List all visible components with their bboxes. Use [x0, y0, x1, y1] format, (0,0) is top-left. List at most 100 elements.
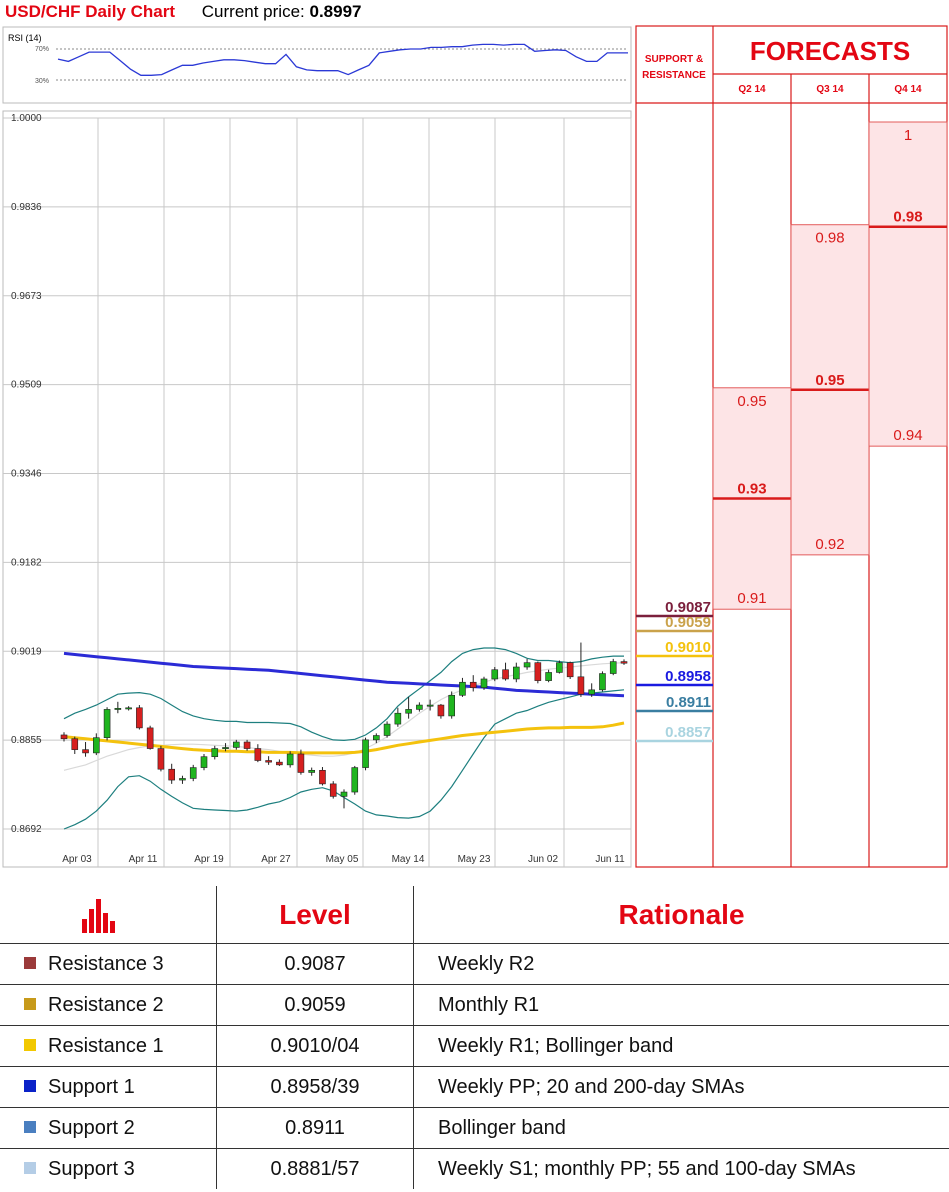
candle-body: [243, 741, 251, 749]
candle-body: [491, 669, 499, 680]
candle-body: [351, 767, 359, 793]
candle-body: [426, 704, 434, 707]
candle-body: [222, 747, 229, 749]
forecast-boxes: 0.95 0.93 0.91 0.98 0.95 0.92 1 0.98 0.94: [712, 121, 948, 610]
candle-body: [373, 735, 380, 741]
levels-table-header: Level Rationale: [0, 886, 949, 944]
level-value: 0.8911: [216, 1107, 414, 1149]
candle-body: [189, 767, 197, 779]
level-value: 0.8881/57: [216, 1148, 414, 1189]
price-chart: 1.0000 0.9836 0.9673 0.9509 0.9346 0.9182 0.90…: [2, 25, 948, 868]
candle-body: [136, 707, 143, 729]
forecast-title: FORECASTS: [750, 36, 910, 66]
forecast-high-label: 1: [904, 127, 912, 144]
candle-body: [405, 709, 412, 714]
y-tick-label: 0.9346: [11, 469, 42, 480]
sr-heading-line1: SUPPORT &: [645, 54, 703, 65]
candle-body: [297, 753, 305, 773]
candle-body: [545, 672, 552, 681]
level-rationale: Bollinger band: [413, 1107, 949, 1149]
candle-body: [60, 734, 68, 740]
candle-body: [362, 739, 369, 768]
sr-level-label: 0.8857: [665, 724, 711, 741]
rsi-panel: RSI (14) 70% 30%: [2, 26, 632, 104]
candle-body: [168, 768, 175, 781]
candle-body: [286, 753, 294, 766]
level-rationale: Weekly S1; monthly PP; 55 and 100-day SM…: [413, 1148, 949, 1189]
levels-table: Level Rationale Resistance 3 0.9087 Week…: [0, 886, 949, 1189]
candle-body: [599, 673, 606, 691]
table-row: Support 2 0.8911 Bollinger band: [0, 1107, 949, 1149]
indicator-lines: [63, 647, 625, 830]
color-swatch: [24, 998, 36, 1011]
color-swatch: [24, 1121, 36, 1134]
forecast-mid-label: 0.95: [815, 372, 844, 389]
quarter-label-q4: Q4 14: [894, 84, 922, 95]
rationale-column-header: Rationale: [618, 898, 745, 930]
candle-body: [513, 666, 520, 680]
candle-body: [114, 708, 122, 710]
sr-level-label: 0.9087: [665, 599, 711, 616]
candle-body: [588, 689, 595, 695]
candle-body: [93, 737, 100, 754]
forecast-mid-label: 0.98: [893, 209, 922, 226]
forecast-low-label: 0.91: [737, 590, 766, 607]
level-name: Support 1: [48, 1075, 135, 1098]
candle-body: [480, 678, 488, 688]
color-swatch: [24, 1039, 36, 1052]
forecast-high-label: 0.98: [815, 230, 844, 247]
sr-level-label: 0.9010: [665, 639, 711, 656]
candle-body: [577, 676, 585, 695]
level-value: 0.9059: [216, 984, 414, 1026]
level-column-header: Level: [216, 886, 414, 944]
chart-grid: [3, 117, 632, 867]
level-value: 0.9010/04: [216, 1025, 414, 1067]
candle-body: [82, 749, 89, 754]
x-tick-label: Apr 03: [62, 854, 92, 865]
level-rationale: Weekly R1; Bollinger band: [413, 1025, 949, 1067]
current-price: Current price: 0.8997: [202, 2, 362, 21]
candle-body: [103, 709, 111, 738]
chart-title: USD/CHF Daily Chart: [5, 2, 176, 21]
level-name: Resistance 3: [48, 952, 164, 975]
table-row: Resistance 1 0.9010/04 Weekly R1; Bollin…: [0, 1025, 949, 1067]
sma-blue-line: [63, 651, 625, 698]
color-swatch: [24, 1080, 36, 1093]
candle-body: [179, 778, 186, 781]
x-axis-labels: Apr 03 Apr 11 Apr 19 Apr 27 May 05 May 14 May …: [62, 854, 625, 865]
level-name: Support 3: [48, 1157, 135, 1180]
candles: [60, 642, 628, 809]
table-row: Support 1 0.8958/39 Weekly PP; 20 and 20…: [0, 1066, 949, 1108]
y-tick-label: 0.9673: [11, 291, 42, 302]
bollinger-upper-line: [63, 647, 624, 742]
forecast-high-label: 0.95: [737, 393, 766, 410]
candle-body: [394, 712, 402, 725]
level-name: Resistance 1: [48, 1034, 164, 1057]
candle-body: [556, 662, 563, 673]
candle-body: [416, 704, 423, 710]
table-row: Support 3 0.8881/57 Weekly S1; monthly P…: [0, 1148, 949, 1189]
level-name: Resistance 2: [48, 993, 164, 1016]
forecast-range-box: [868, 121, 948, 447]
table-row: Resistance 2 0.9059 Monthly R1: [0, 984, 949, 1026]
level-value: 0.9087: [216, 943, 414, 985]
rsi-label-30: 30%: [35, 78, 49, 85]
x-tick-label: Apr 27: [261, 854, 291, 865]
candle-body: [609, 661, 617, 674]
candle-body: [265, 760, 272, 763]
rsi-frame: [2, 26, 632, 104]
y-tick-label: 0.9836: [11, 202, 42, 213]
level-name: Support 2: [48, 1116, 135, 1139]
color-swatch: [24, 1162, 36, 1175]
quarter-label-q2: Q2 14: [738, 84, 766, 95]
candle-body: [211, 748, 219, 758]
candle-body: [254, 748, 262, 761]
sr-level-label: 0.9059: [665, 614, 711, 631]
sr-level-label: 0.8958: [665, 668, 711, 685]
candle-body: [157, 748, 165, 770]
candle-body: [534, 662, 542, 681]
color-swatch: [24, 957, 36, 970]
forecast-low-label: 0.92: [815, 536, 844, 553]
candle-body: [233, 741, 240, 748]
